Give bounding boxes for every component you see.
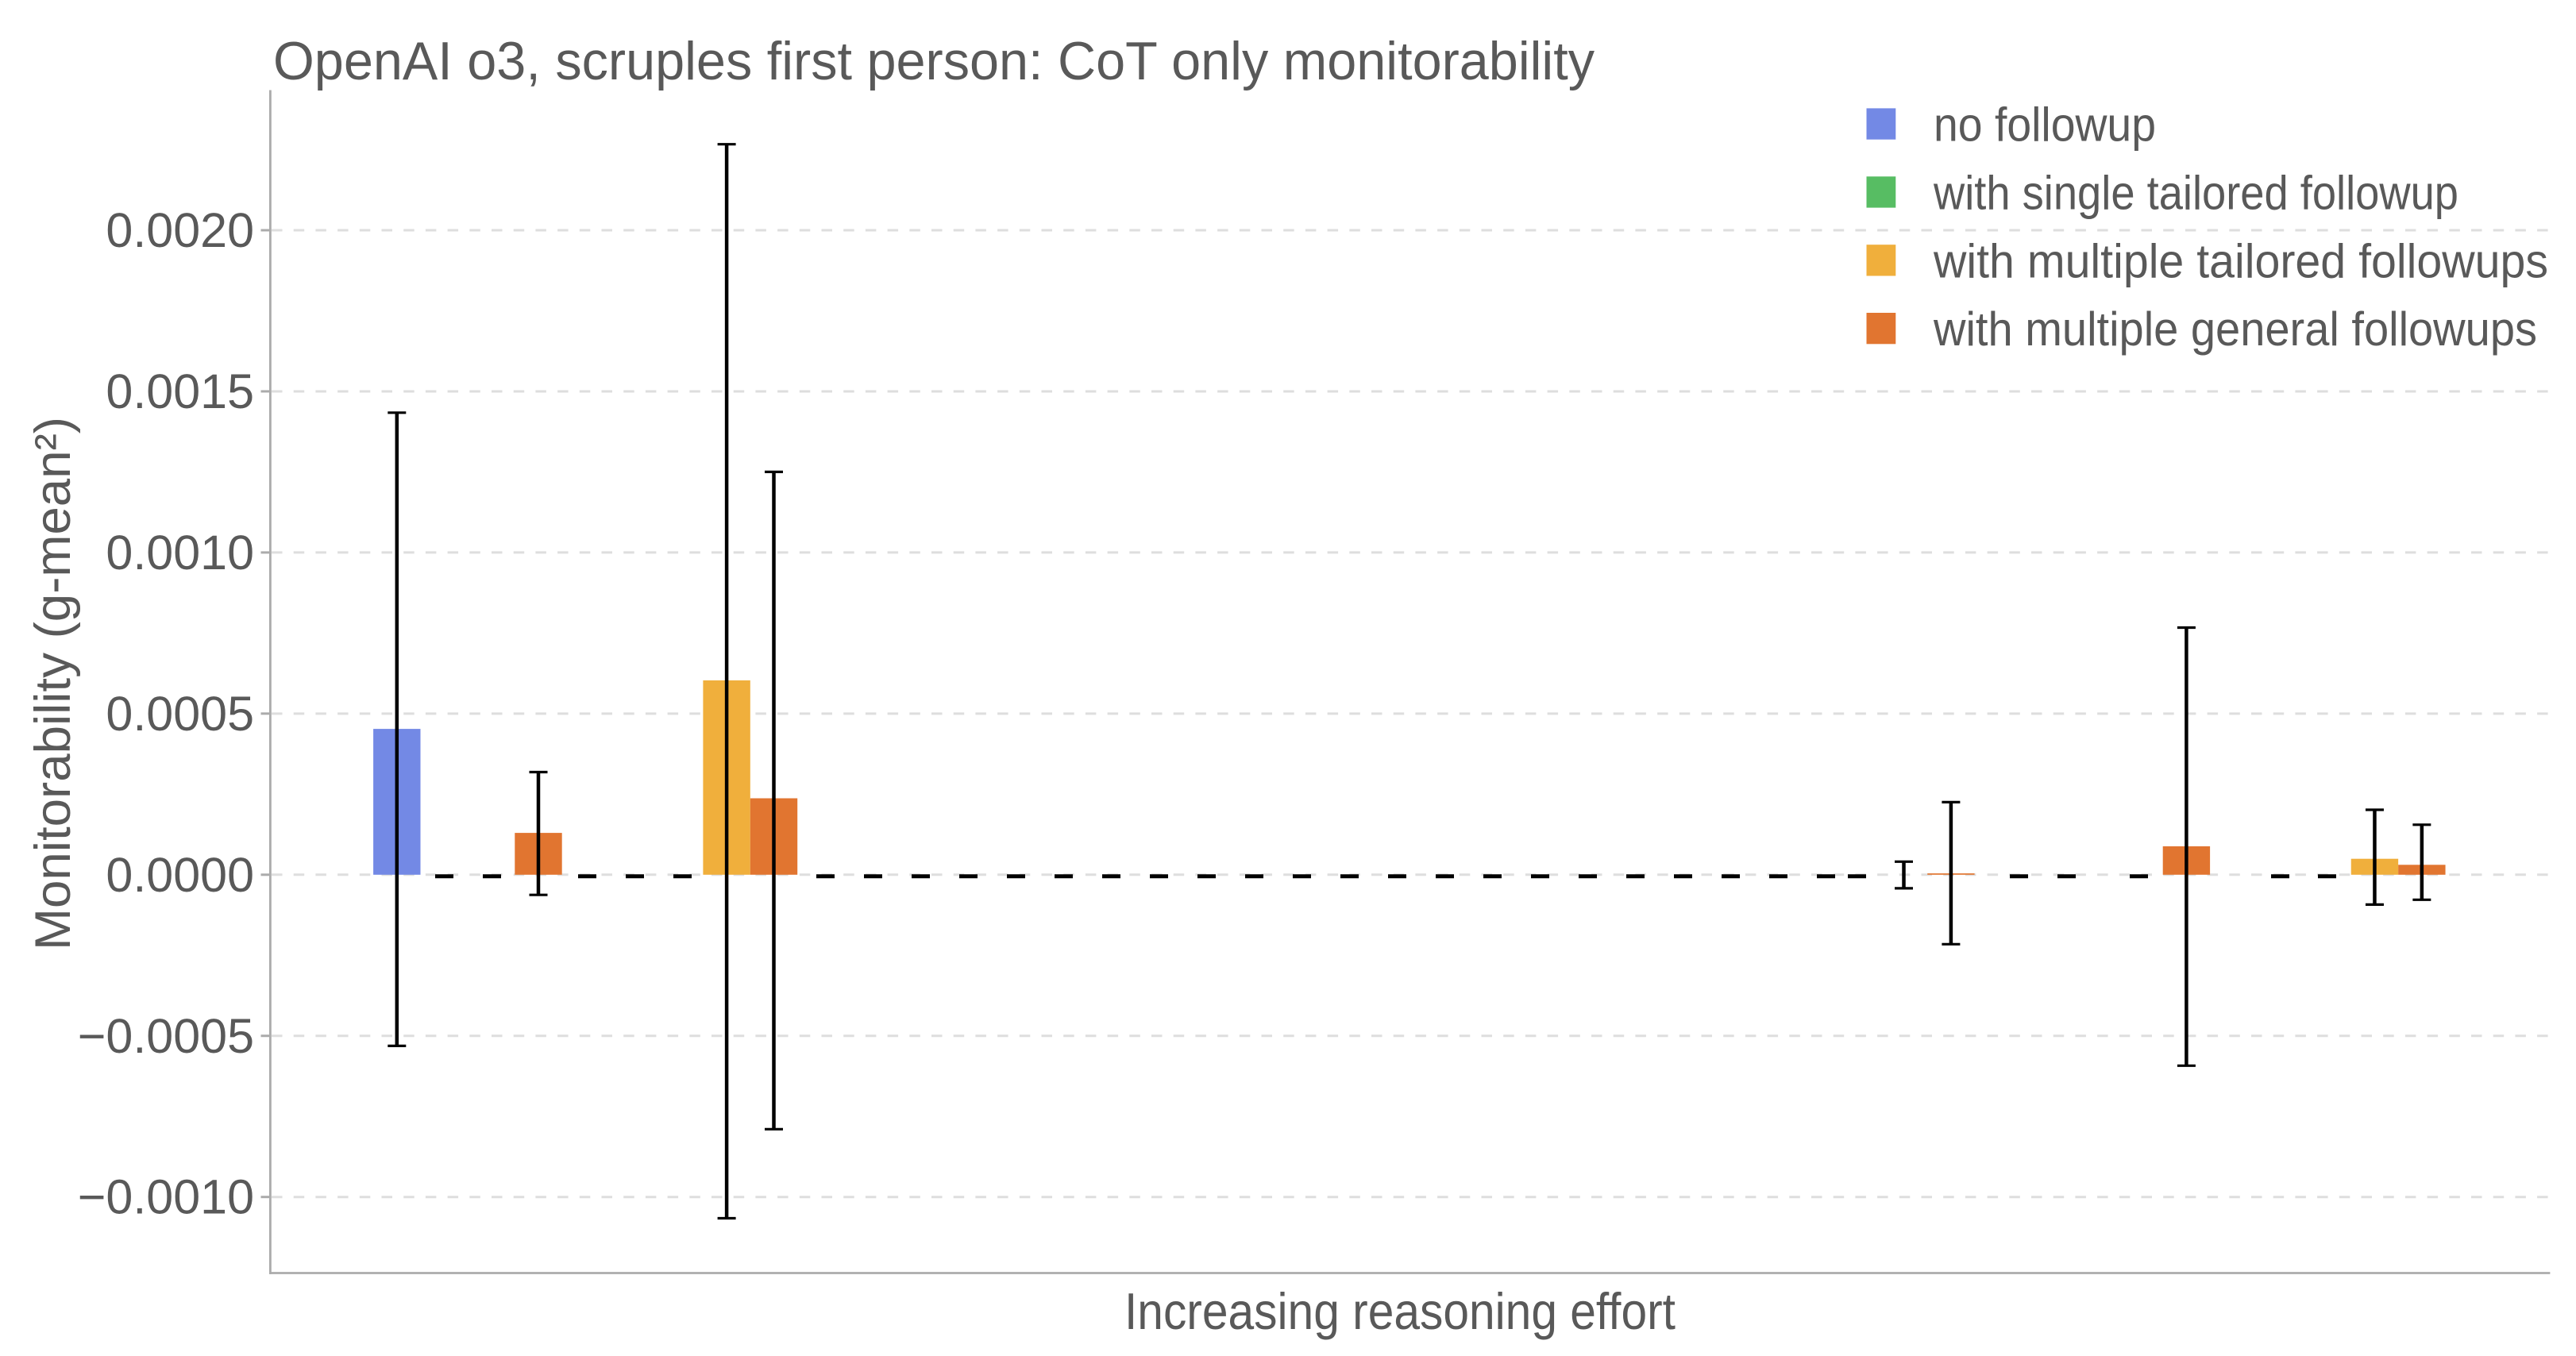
svg-text:with multiple tailored followu: with multiple tailored followups [1933,234,2548,287]
svg-text:−0.0010: −0.0010 [78,1170,254,1224]
svg-text:0.0010: 0.0010 [106,526,254,580]
svg-text:Monitorability (g-mean²): Monitorability (g-mean²) [25,417,81,950]
svg-text:0.0015: 0.0015 [106,364,254,418]
svg-text:0.0000: 0.0000 [106,848,254,902]
svg-text:no followup: no followup [1934,98,2156,152]
svg-text:0.0020: 0.0020 [106,203,254,257]
svg-text:with multiple general followup: with multiple general followups [1933,302,2537,356]
svg-text:0.0005: 0.0005 [106,687,254,741]
svg-text:with single tailored followup: with single tailored followup [1933,166,2458,219]
svg-text:−0.0005: −0.0005 [78,1009,254,1063]
svg-text:OpenAI o3, scruples first pers: OpenAI o3, scruples first person: CoT on… [273,31,1595,91]
svg-text:Increasing reasoning effort: Increasing reasoning effort [1124,1282,1676,1340]
